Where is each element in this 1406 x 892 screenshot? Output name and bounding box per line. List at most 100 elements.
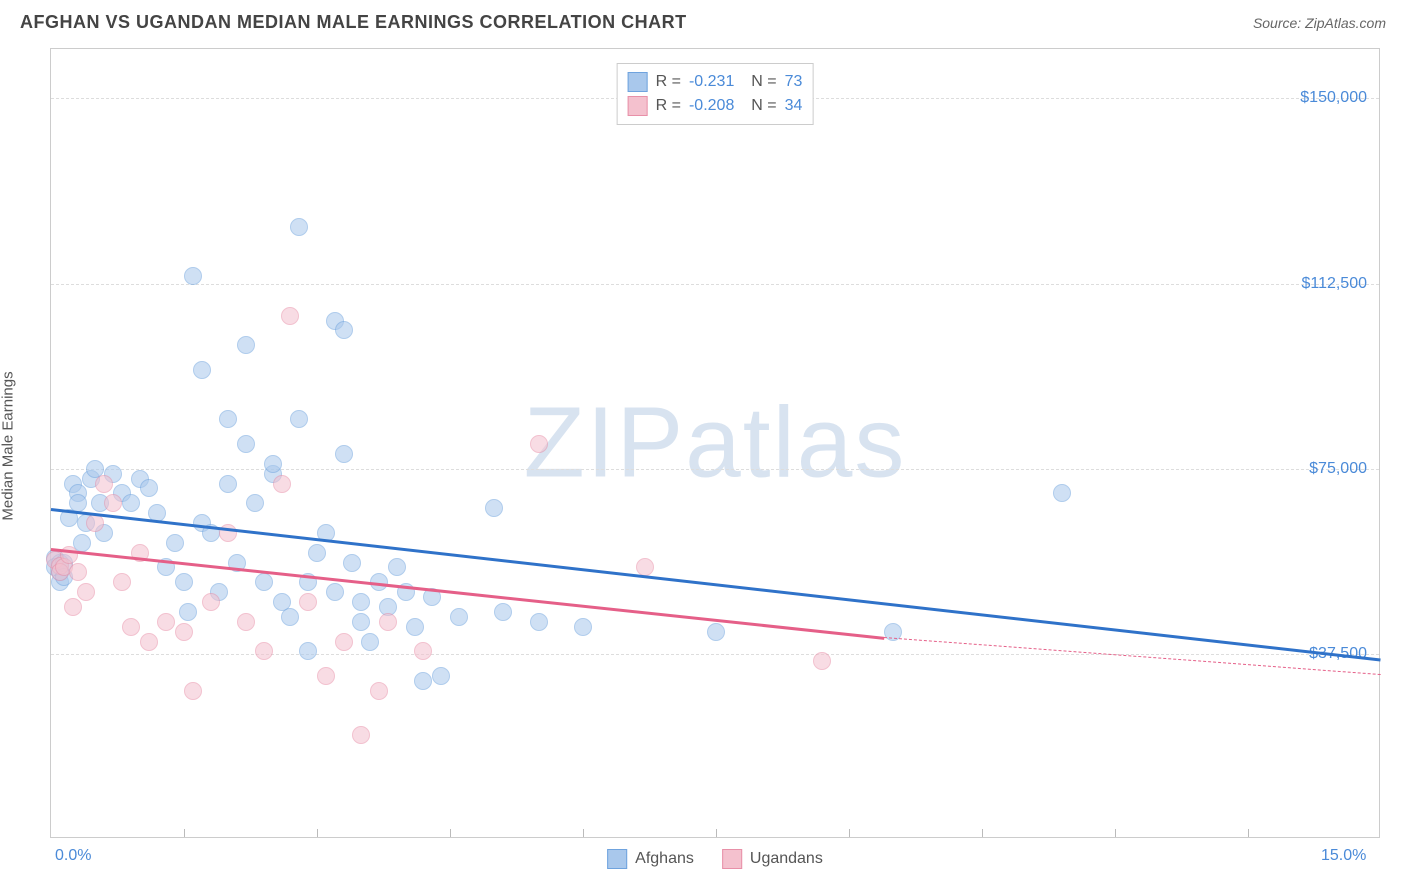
data-point <box>388 558 406 576</box>
n-value-ugandans: 34 <box>785 97 803 115</box>
swatch-ugandans <box>628 96 648 116</box>
data-point <box>104 494 122 512</box>
x-tick-mark <box>849 829 850 837</box>
x-tick-mark <box>583 829 584 837</box>
data-point <box>166 534 184 552</box>
data-point <box>255 573 273 591</box>
data-point <box>343 554 361 572</box>
data-point <box>335 633 353 651</box>
data-point <box>113 573 131 591</box>
data-point <box>352 726 370 744</box>
data-point <box>290 410 308 428</box>
data-point <box>379 613 397 631</box>
data-point <box>219 410 237 428</box>
data-point <box>352 613 370 631</box>
r-value-ugandans: -0.208 <box>689 97 734 115</box>
data-point <box>237 435 255 453</box>
data-point <box>406 618 424 636</box>
swatch-afghans-bottom <box>607 849 627 869</box>
data-point <box>184 267 202 285</box>
data-point <box>574 618 592 636</box>
data-point <box>1053 484 1071 502</box>
plot-area: $37,500$75,000$112,500$150,0000.0%15.0% <box>51 49 1379 837</box>
n-label: N = <box>742 97 776 115</box>
correlation-legend: R = -0.231 N = 73 R = -0.208 N = 34 <box>617 63 814 125</box>
y-tick-label: $150,000 <box>1300 89 1367 107</box>
data-point <box>255 642 273 660</box>
x-tick-mark <box>1115 829 1116 837</box>
y-tick-label: $75,000 <box>1309 460 1367 478</box>
chart-area: ZIPatlas $37,500$75,000$112,500$150,0000… <box>50 48 1380 838</box>
data-point <box>179 603 197 621</box>
data-point <box>95 475 113 493</box>
source-label: Source: ZipAtlas.com <box>1253 15 1386 31</box>
trend-line <box>884 637 1381 675</box>
data-point <box>264 455 282 473</box>
data-point <box>485 499 503 517</box>
n-label: N = <box>742 73 776 91</box>
data-point <box>202 593 220 611</box>
data-point <box>414 672 432 690</box>
swatch-ugandans-bottom <box>722 849 742 869</box>
x-tick-label: 0.0% <box>55 847 91 865</box>
legend-row-ugandans: R = -0.208 N = 34 <box>628 94 803 118</box>
x-tick-mark <box>450 829 451 837</box>
data-point <box>184 682 202 700</box>
x-tick-mark <box>1248 829 1249 837</box>
data-point <box>157 613 175 631</box>
data-point <box>140 633 158 651</box>
data-point <box>707 623 725 641</box>
x-tick-mark <box>982 829 983 837</box>
r-value-afghans: -0.231 <box>689 73 734 91</box>
data-point <box>175 623 193 641</box>
data-point <box>813 652 831 670</box>
data-point <box>290 218 308 236</box>
series-name-ugandans: Ugandans <box>750 850 823 868</box>
data-point <box>246 494 264 512</box>
x-tick-mark <box>716 829 717 837</box>
data-point <box>140 479 158 497</box>
data-point <box>361 633 379 651</box>
data-point <box>237 336 255 354</box>
grid-line <box>51 284 1379 285</box>
data-point <box>494 603 512 621</box>
data-point <box>450 608 468 626</box>
legend-row-afghans: R = -0.231 N = 73 <box>628 70 803 94</box>
series-name-afghans: Afghans <box>635 850 694 868</box>
data-point <box>370 682 388 700</box>
data-point <box>335 321 353 339</box>
grid-line <box>51 654 1379 655</box>
data-point <box>69 563 87 581</box>
data-point <box>530 613 548 631</box>
data-point <box>317 667 335 685</box>
legend-item-ugandans: Ugandans <box>722 849 823 869</box>
y-axis-label: Median Male Earnings <box>0 371 17 520</box>
data-point <box>281 307 299 325</box>
data-point <box>193 361 211 379</box>
r-label: R = <box>656 73 681 91</box>
data-point <box>414 642 432 660</box>
x-tick-label: 15.0% <box>1321 847 1366 865</box>
data-point <box>122 618 140 636</box>
data-point <box>86 514 104 532</box>
data-point <box>219 475 237 493</box>
data-point <box>122 494 140 512</box>
data-point <box>299 642 317 660</box>
data-point <box>77 583 95 601</box>
data-point <box>273 475 291 493</box>
chart-title: AFGHAN VS UGANDAN MEDIAN MALE EARNINGS C… <box>20 12 687 33</box>
data-point <box>335 445 353 463</box>
grid-line <box>51 469 1379 470</box>
series-legend: Afghans Ugandans <box>607 849 823 869</box>
data-point <box>432 667 450 685</box>
data-point <box>237 613 255 631</box>
n-value-afghans: 73 <box>785 73 803 91</box>
legend-item-afghans: Afghans <box>607 849 694 869</box>
r-label: R = <box>656 97 681 115</box>
x-tick-mark <box>317 829 318 837</box>
y-tick-label: $112,500 <box>1301 275 1367 293</box>
data-point <box>352 593 370 611</box>
x-tick-mark <box>184 829 185 837</box>
data-point <box>64 598 82 616</box>
data-point <box>308 544 326 562</box>
